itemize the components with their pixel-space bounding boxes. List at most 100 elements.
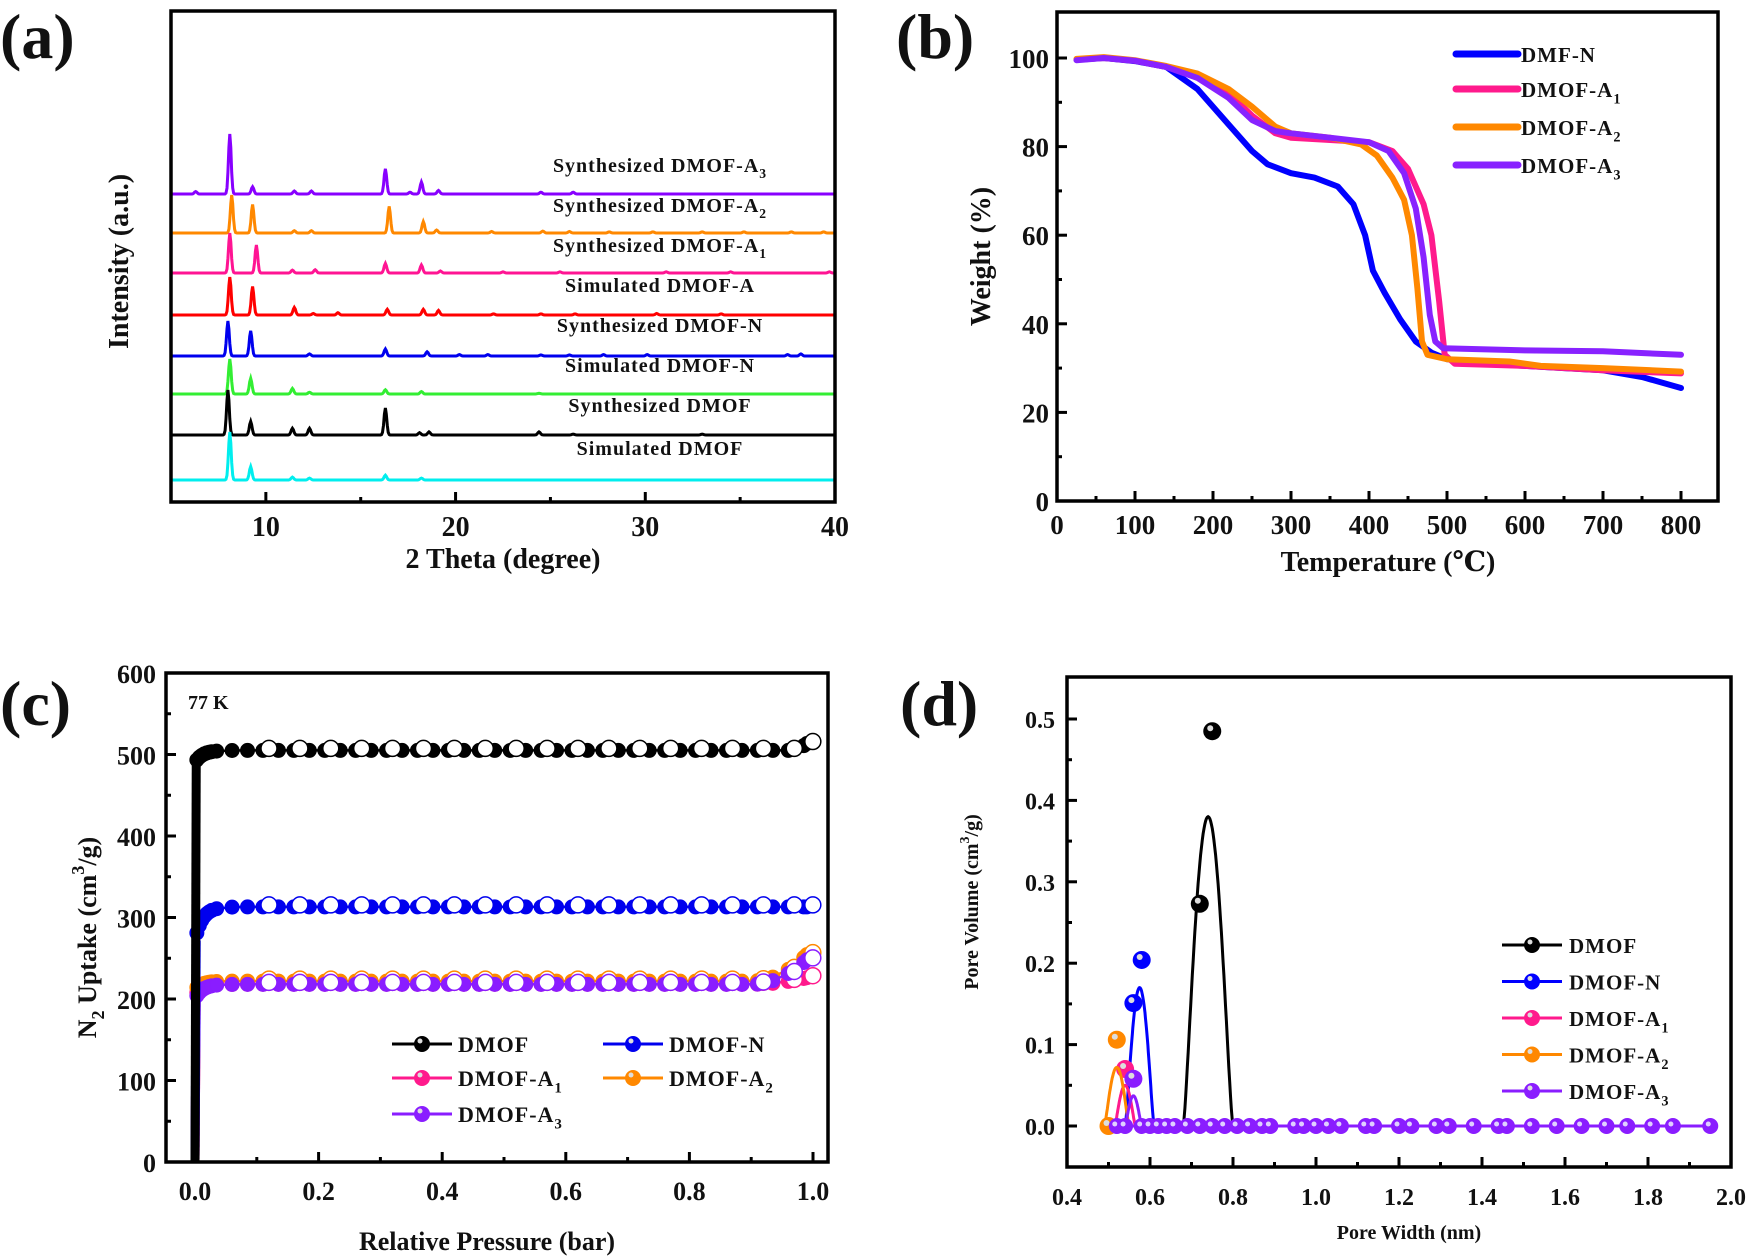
psd-zero-point [1241, 1118, 1258, 1134]
desorption-point [754, 739, 773, 758]
psd-point-highlight [1369, 1121, 1375, 1127]
psd-point-highlight [1128, 1072, 1135, 1079]
legend-label: DMOF-A2 [1569, 1044, 1669, 1073]
psd-point-highlight [1577, 1121, 1583, 1127]
psd-point-highlight [1265, 1121, 1271, 1127]
adsorption-point [209, 901, 225, 917]
xrd-series-line [171, 389, 835, 437]
legend-marker-highlight [417, 1038, 423, 1044]
psd-data-point [1203, 722, 1222, 741]
psd-point-highlight [1299, 1121, 1305, 1127]
legend-swatch-marker [414, 1036, 430, 1052]
x-tick-label: 600 [1505, 510, 1546, 540]
desorption-point [322, 973, 340, 992]
x-tick-label: 0.4 [426, 1177, 459, 1206]
x-tick-label: 1.6 [1550, 1185, 1580, 1211]
desorption-point [476, 739, 495, 758]
psd-data-point [1107, 1030, 1126, 1049]
desorption-point [291, 896, 309, 914]
x-tick-label: 0 [1050, 510, 1064, 540]
psd-zero-point [1191, 1118, 1208, 1134]
psd-point-highlight [1647, 1121, 1653, 1127]
psd-point-highlight [1494, 1121, 1500, 1127]
desorption-point [476, 896, 495, 914]
xrd-series-label: Synthesized DMOF-A3 [553, 155, 767, 181]
y-tick-label: 300 [117, 905, 156, 934]
psd-point-highlight [1361, 1121, 1367, 1127]
y-tick-label: 100 [117, 1068, 156, 1097]
desorption-point [445, 973, 464, 992]
x-tick-label: 1.8 [1633, 1185, 1663, 1211]
y-tick-label: 100 [1009, 44, 1050, 74]
adsorption-point [240, 742, 256, 758]
legend-swatch-marker [414, 1070, 430, 1086]
x-tick-label: 0.0 [179, 1177, 212, 1206]
desorption-point [785, 896, 804, 914]
psd-point-highlight [1120, 1121, 1126, 1127]
desorption-point [383, 739, 402, 758]
x-tick-label: 0.6 [550, 1177, 583, 1206]
y-axis-label: Weight (%) [966, 187, 997, 326]
psd-data-point [1190, 894, 1209, 913]
psd-point-highlight [1145, 1121, 1151, 1127]
y-tick-label: 200 [117, 986, 156, 1015]
desorption-point [322, 896, 340, 914]
psd-point-highlight [1120, 1063, 1127, 1070]
psd-point-highlight [1153, 1121, 1159, 1127]
x-tick-label: 30 [631, 512, 659, 543]
desorption-point [414, 739, 433, 758]
psd-point-highlight [1406, 1121, 1412, 1127]
desorption-point [445, 896, 464, 914]
x-tick-label: 0.8 [1218, 1185, 1248, 1211]
psd-data-point [1124, 1069, 1143, 1088]
psd-data-point [1124, 994, 1143, 1013]
psd-curve [1181, 814, 1235, 1127]
desorption-point [260, 973, 278, 992]
psd-curve [1123, 1094, 1144, 1127]
psd-zero-point [1598, 1118, 1615, 1134]
desorption-point [260, 739, 278, 758]
panel-label-b: (b) [896, 1, 974, 72]
desorption-point [507, 739, 525, 758]
y-tick-label: 0.1 [1025, 1034, 1055, 1060]
legend-swatch-marker [1524, 937, 1540, 953]
desorption-point [260, 896, 278, 914]
desorption-point [538, 896, 556, 914]
x-tick-label: 1.0 [797, 1177, 830, 1206]
psd-point-highlight [1112, 1121, 1118, 1127]
xrd-series-label: Simulated DMOF-N [565, 355, 755, 377]
xrd-series-line [171, 133, 835, 196]
xrd-series-line [171, 276, 835, 317]
psd-zero-point [1332, 1118, 1349, 1134]
y-axis-label: Intensity (a.u.) [104, 174, 135, 349]
psd-point-highlight [1311, 1121, 1317, 1127]
isotherm-rise [190, 762, 201, 1163]
psd-point-highlight [1137, 1121, 1143, 1127]
desorption-point [414, 896, 433, 914]
psd-point-highlight [1207, 725, 1214, 732]
adsorption-point [209, 977, 225, 993]
panel-label-c: (c) [0, 668, 71, 739]
y-tick-label: 0.0 [1025, 1115, 1055, 1141]
psd-zero-point [1229, 1118, 1246, 1134]
xrd-series-label: Synthesized DMOF-N [557, 315, 763, 337]
desorption-point [692, 896, 711, 914]
desorption-point [661, 896, 680, 914]
y-tick-label: 20 [1022, 398, 1049, 428]
desorption-point [661, 973, 680, 992]
panel-label-d: (d) [900, 668, 978, 739]
desorption-point [804, 732, 822, 751]
desorption-point [507, 896, 525, 914]
x-tick-label: 1.4 [1467, 1185, 1497, 1211]
psd-zero-point [1117, 1118, 1134, 1134]
desorption-point [754, 973, 773, 991]
xrd-series-label: Synthesized DMOF [568, 395, 751, 417]
desorption-point [804, 896, 822, 914]
psd-zero-point [1619, 1118, 1636, 1134]
xrd-series-label: Simulated DMOF [577, 438, 744, 460]
x-axis-label: Pore Width (nm) [1337, 1222, 1481, 1244]
psd-zero-point [1644, 1118, 1661, 1134]
psd-point-highlight [1220, 1121, 1226, 1127]
x-tick-label: 100 [1115, 510, 1156, 540]
psd-point-highlight [1170, 1121, 1176, 1127]
